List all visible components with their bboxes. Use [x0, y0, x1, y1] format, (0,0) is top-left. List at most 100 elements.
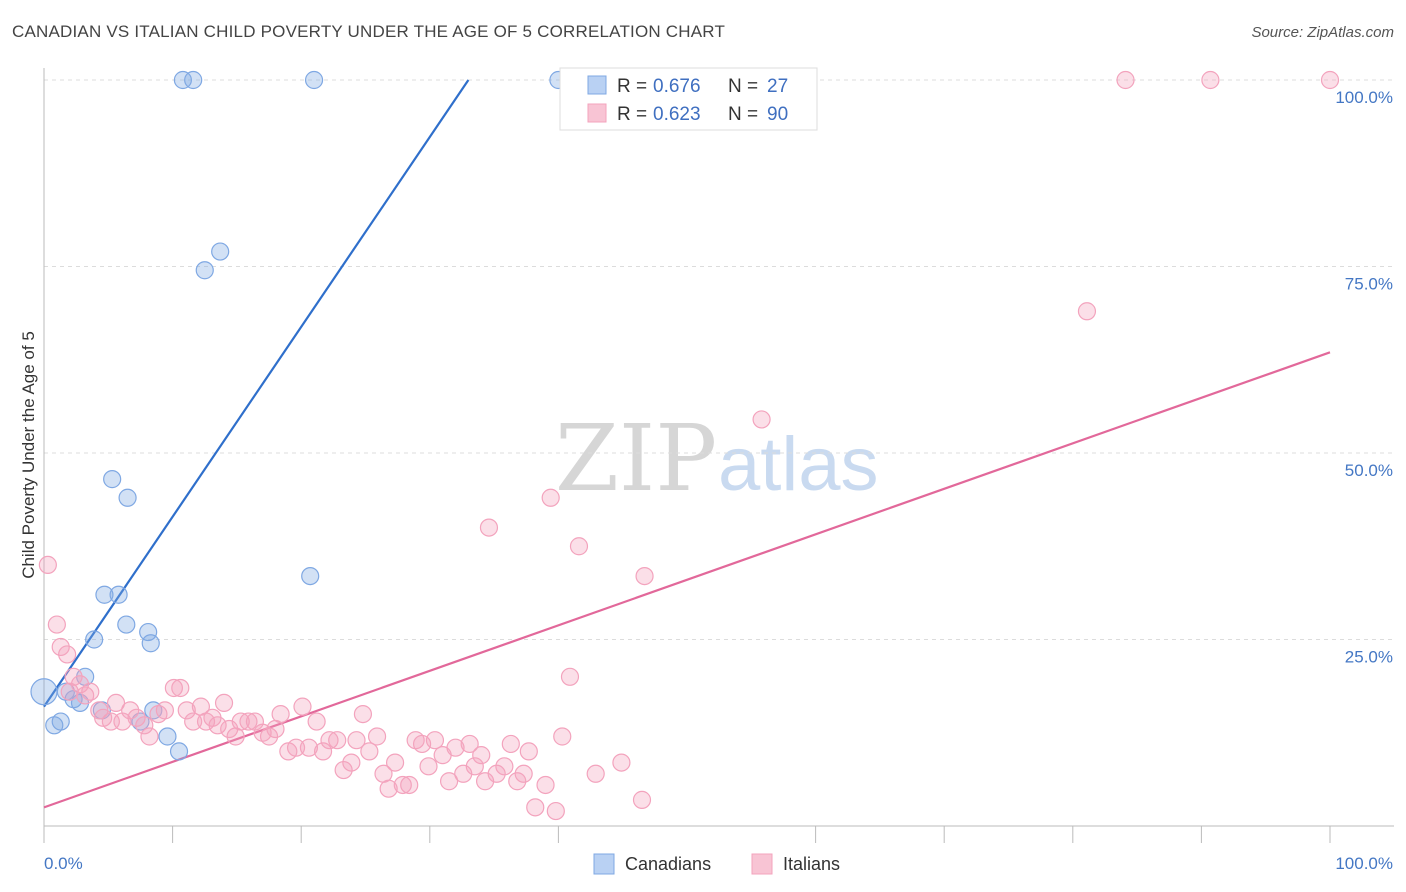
data-point — [127, 708, 146, 727]
data-point — [439, 772, 459, 791]
data-point — [158, 727, 177, 746]
data-point — [64, 667, 83, 686]
data-point — [465, 757, 484, 776]
data-point — [632, 790, 652, 809]
legend-r-label-italians: R = — [617, 104, 647, 125]
watermark-atlas: atlas — [718, 422, 879, 507]
data-point — [301, 566, 320, 586]
y-tick-label: 75.0% — [1345, 275, 1393, 294]
data-point — [347, 731, 366, 750]
data-point — [239, 712, 258, 731]
y-tick-label: 100.0% — [1335, 88, 1393, 107]
data-point — [286, 738, 306, 757]
data-point — [60, 682, 79, 701]
data-point — [487, 764, 506, 783]
legend-n-label-italians: N = — [728, 104, 758, 125]
data-point — [85, 630, 104, 649]
data-point — [536, 775, 555, 795]
data-point — [1077, 302, 1097, 321]
legend-r-value-italians: 0.623 — [653, 104, 701, 125]
data-point — [514, 764, 533, 783]
y-tick-labels: 25.0% 50.0% 75.0% 100.0% — [1335, 88, 1393, 667]
data-point — [1320, 70, 1340, 90]
data-point — [328, 731, 347, 750]
data-point — [171, 678, 190, 698]
data-point — [135, 716, 154, 735]
data-point — [70, 675, 90, 694]
chart-title: CANADIAN VS ITALIAN CHILD POVERTY UNDER … — [12, 22, 726, 41]
data-point — [169, 742, 189, 761]
data-point — [569, 537, 589, 556]
trend-line-italians — [43, 351, 1331, 809]
data-point — [342, 753, 361, 772]
data-point — [195, 261, 214, 280]
data-point — [400, 775, 419, 795]
data-point — [313, 742, 333, 761]
legend-swatch-canadians — [587, 75, 607, 95]
data-point — [103, 470, 122, 489]
correlation-legend: R = 0.676 N = 27 R = 0.623 N = 90 — [559, 67, 818, 131]
data-point — [460, 734, 479, 754]
legend-n-value-italians: 90 — [767, 104, 788, 125]
data-points — [30, 70, 1340, 821]
data-point — [379, 779, 398, 798]
legend-n-value-canadians: 27 — [767, 76, 788, 97]
data-point — [214, 693, 234, 713]
data-point — [393, 775, 412, 795]
data-point — [320, 731, 339, 750]
data-point — [164, 678, 183, 698]
trend-line-canadians — [43, 79, 470, 708]
data-point — [184, 712, 203, 731]
series-legend-label-canadians: Canadians — [625, 854, 711, 874]
data-point — [541, 488, 560, 507]
data-point — [353, 704, 373, 724]
data-point — [117, 615, 136, 634]
data-point — [30, 678, 58, 706]
data-point — [293, 697, 312, 716]
data-point — [560, 667, 580, 686]
data-point — [508, 772, 527, 791]
data-point — [1201, 70, 1220, 90]
data-point — [586, 764, 605, 783]
watermark: ZIP atlas — [555, 405, 879, 512]
data-point — [367, 727, 387, 746]
y-tick-label: 25.0% — [1345, 648, 1393, 667]
series-legend-swatch-canadians — [593, 853, 615, 875]
data-point — [109, 585, 128, 604]
data-point — [155, 701, 174, 720]
series-legend-label-italians: Italians — [783, 854, 840, 874]
data-point — [81, 682, 100, 701]
series-points-italians — [38, 70, 1340, 821]
series-legend-swatch-italians — [751, 853, 773, 875]
data-point — [425, 731, 445, 750]
data-point — [56, 682, 75, 701]
data-point — [173, 70, 192, 90]
legend-swatch-italians — [587, 103, 607, 123]
data-point — [140, 727, 159, 746]
watermark-zip: ZIP — [555, 405, 717, 512]
data-point — [299, 738, 319, 757]
data-point — [47, 615, 66, 634]
data-point — [95, 585, 114, 604]
data-point — [546, 801, 565, 821]
data-point — [752, 410, 771, 429]
data-point — [141, 634, 160, 653]
data-point — [526, 798, 545, 817]
data-point — [58, 645, 77, 664]
data-point — [501, 734, 520, 754]
data-point — [446, 738, 465, 757]
data-point — [231, 712, 250, 731]
y-tick-label: 50.0% — [1345, 461, 1393, 480]
data-point — [1116, 70, 1135, 90]
data-point — [553, 727, 572, 746]
data-point — [334, 760, 353, 780]
data-point — [51, 637, 70, 657]
data-point — [612, 753, 631, 772]
legend-n-label-canadians: N = — [728, 76, 758, 97]
data-point — [385, 753, 405, 772]
data-point — [51, 712, 70, 731]
data-point — [307, 712, 326, 731]
data-point — [635, 566, 654, 586]
data-point — [360, 742, 379, 761]
